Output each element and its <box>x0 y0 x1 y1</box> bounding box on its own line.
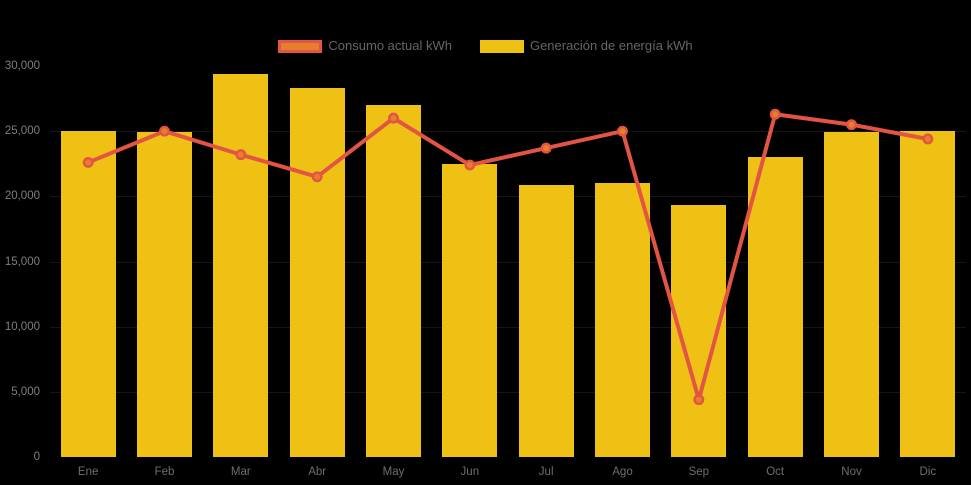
line-point-feb[interactable] <box>159 125 170 137</box>
x-axis-label-dic: Dic <box>919 466 937 478</box>
bar-ene[interactable] <box>60 131 116 457</box>
legend-item-generacion[interactable]: Generación de energía kWh <box>479 38 693 53</box>
line-point-oct[interactable] <box>769 108 781 120</box>
line-point-ene[interactable] <box>82 156 94 168</box>
bar-may[interactable] <box>366 105 421 457</box>
x-axis-label-sep: Sep <box>688 466 710 478</box>
bar-dic[interactable] <box>900 131 956 457</box>
x-axis: Ene Feb Mar Abr May Jun Jul Ago Sep Oct Nov Dic <box>50 457 966 485</box>
y-axis-label: 30,000 <box>4 60 40 72</box>
bar-feb[interactable] <box>137 132 192 457</box>
y-axis-label: 25,000 <box>4 125 40 138</box>
bar-jun[interactable] <box>442 163 498 457</box>
y-axis-label: 0 <box>33 451 40 463</box>
x-axis-label-feb: Feb <box>154 466 175 478</box>
line-point-nov[interactable] <box>846 119 857 131</box>
x-axis-label-oct: Oct <box>766 466 785 478</box>
chart-legend: Consumo actual kWh Generación de energía… <box>0 39 971 53</box>
y-axis: 0 5,000 10,000 15,000 20,000 25,000 30,000 <box>0 60 42 463</box>
line-point-jul[interactable] <box>540 142 552 154</box>
plot-area <box>50 66 966 457</box>
bar-abr[interactable] <box>289 88 345 457</box>
x-axis-label-abr: Abr <box>308 466 327 478</box>
line-point-jun[interactable] <box>464 159 476 171</box>
legend-swatch-consumo-icon <box>278 39 323 53</box>
x-axis-label-ago: Ago <box>612 466 633 478</box>
legend-label-generacion: Generación de energía kWh <box>529 38 693 53</box>
x-axis-label-nov: Nov <box>841 466 862 478</box>
x-axis-label-ene: Ene <box>77 466 99 478</box>
line-point-abr[interactable] <box>311 171 323 183</box>
bar-jul[interactable] <box>518 184 574 457</box>
y-axis-label: 10,000 <box>4 320 40 333</box>
gridline <box>50 326 966 328</box>
legend-item-consumo[interactable]: Consumo actual kWh <box>278 39 452 53</box>
line-point-may[interactable] <box>388 112 399 124</box>
legend-swatch-generacion-icon <box>479 39 524 53</box>
line-point-ago[interactable] <box>617 125 628 137</box>
line-point-dic[interactable] <box>922 133 934 145</box>
x-axis-label-may: May <box>382 466 405 478</box>
bar-mar[interactable] <box>213 73 269 457</box>
gridline <box>50 131 966 133</box>
y-axis-label: 15,000 <box>4 255 40 268</box>
x-axis-label-jun: Jun <box>460 466 480 478</box>
consumption-line-series <box>82 108 934 406</box>
y-axis-label: 5,000 <box>11 385 40 398</box>
y-axis-label: 20,000 <box>4 190 40 203</box>
line-point-sep[interactable] <box>693 394 705 406</box>
gridline <box>50 261 966 263</box>
bar-ago[interactable] <box>595 183 650 457</box>
x-axis-label-jul: Jul <box>538 466 554 478</box>
gridline <box>50 391 966 393</box>
consumption-line <box>86 112 930 402</box>
legend-label-consumo: Consumo actual kWh <box>328 38 452 53</box>
gridline <box>50 196 966 198</box>
x-axis-label-mar: Mar <box>230 466 251 478</box>
bar-oct[interactable] <box>747 157 803 457</box>
line-point-mar[interactable] <box>235 149 247 161</box>
bar-nov[interactable] <box>824 132 879 457</box>
